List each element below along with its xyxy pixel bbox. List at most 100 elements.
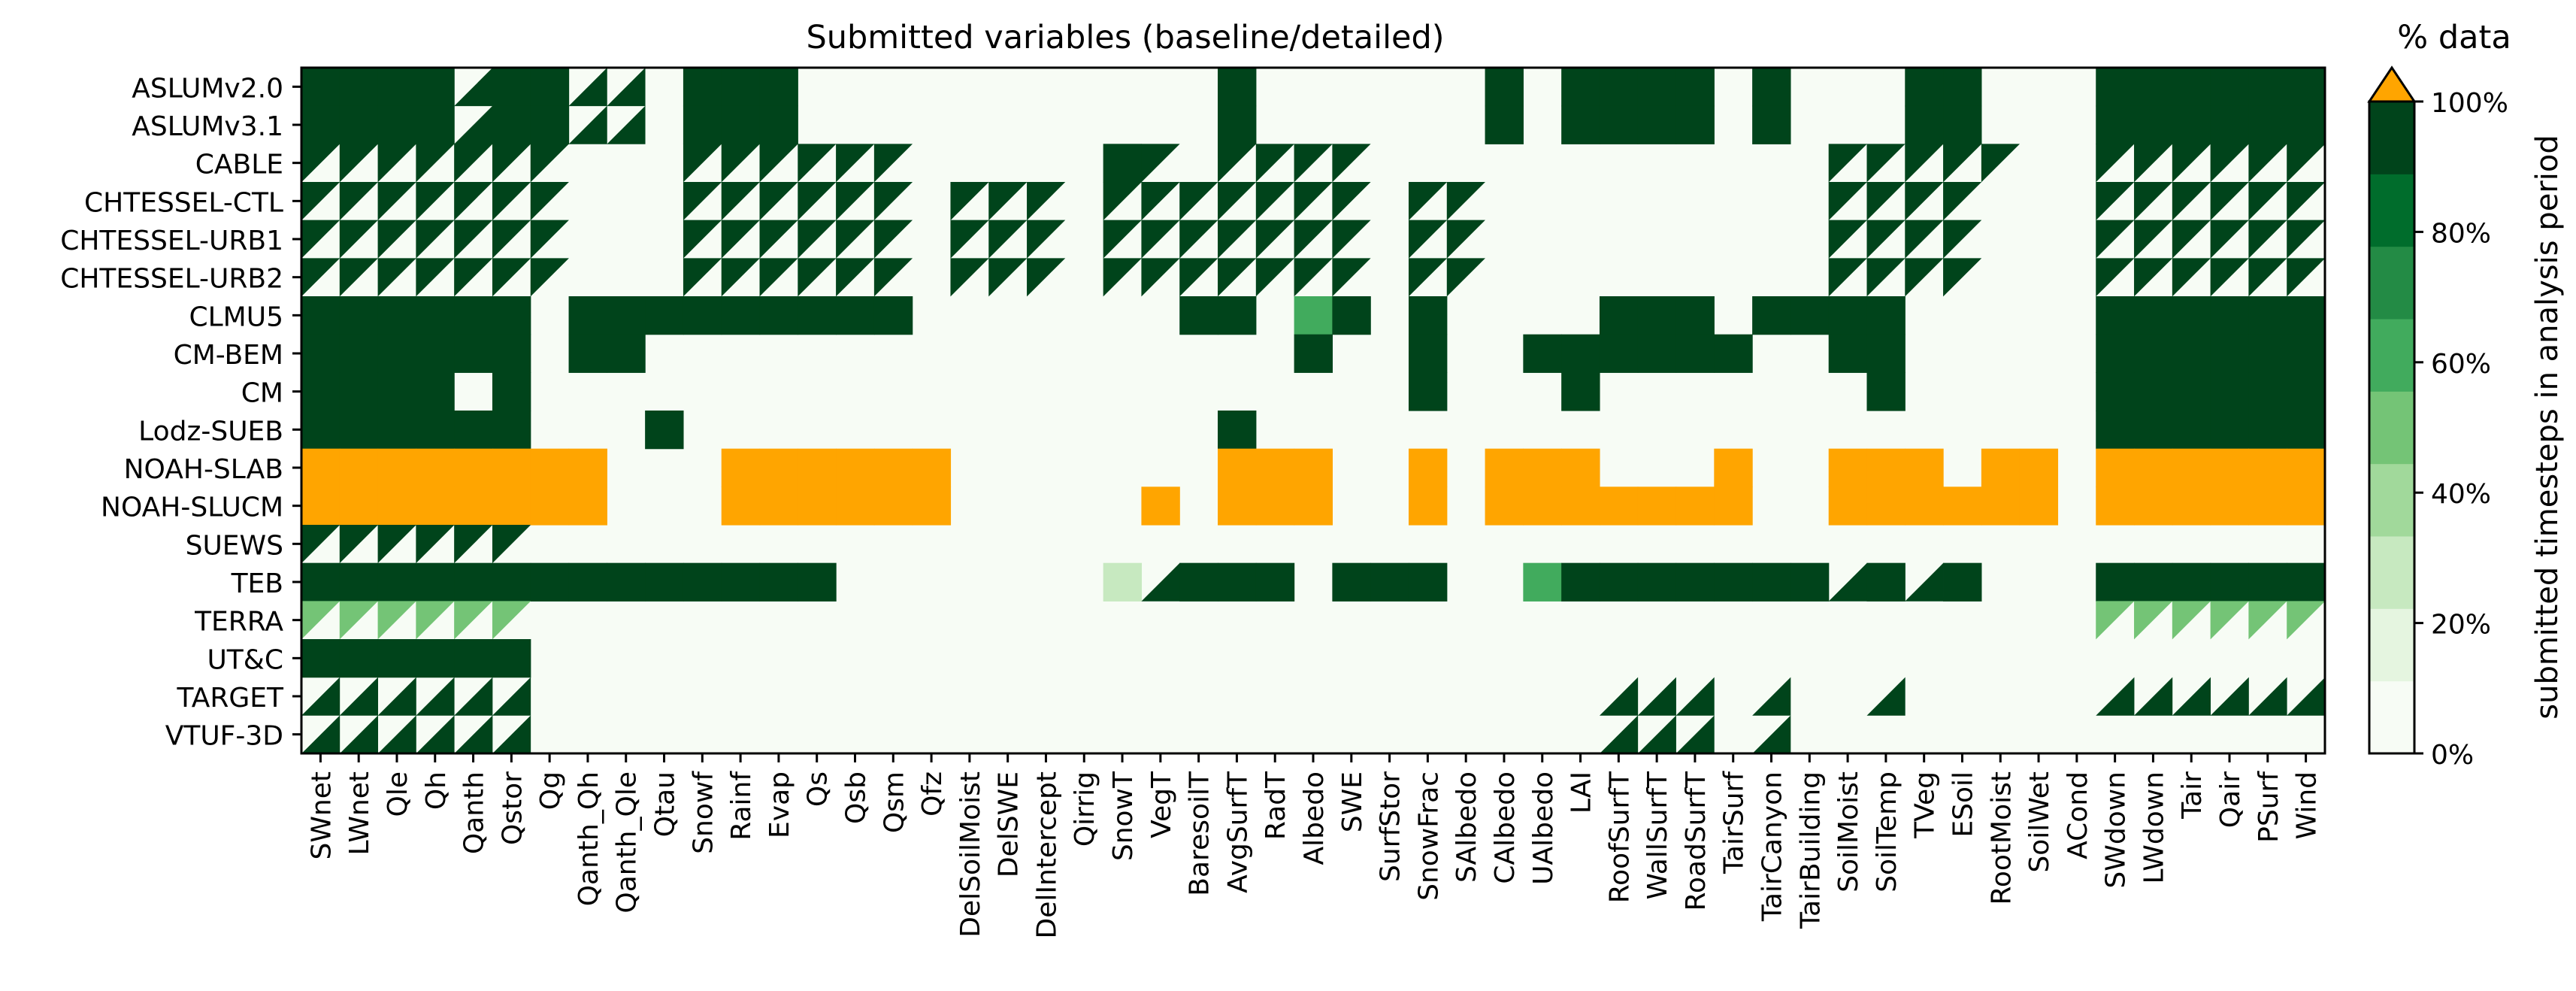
cell-cable-lwdown (2134, 144, 2173, 183)
cell-aslumv2-0-calbedo (1485, 68, 1524, 107)
x-tick-label: SWnet (306, 771, 337, 860)
cell-aslumv2-0-qh (416, 68, 455, 107)
cell-suews-qle (377, 525, 416, 564)
cell-chtessel-ctl-qstor (492, 182, 531, 221)
cell-teb-surfstor (1370, 562, 1409, 602)
cell-cable-vegt (1141, 144, 1180, 183)
cell-noah-slab-qle (377, 448, 416, 487)
cell-aslumv3-1-qstor (492, 105, 531, 144)
cell-lodz-sueb-swdown (2096, 411, 2135, 450)
cell-aslumv3-1-avgsurft (1218, 105, 1257, 144)
cell-clmu5-qsb (836, 296, 875, 335)
colorbar-ticks: 0% 20% 40% 60% 80% 100% (2414, 88, 2508, 771)
cell-cable-soilmoist (1828, 144, 1867, 183)
cell-terra-psurf (2248, 601, 2287, 640)
cell-aslumv2-0-swnet (301, 68, 341, 107)
cell-terra-qh (416, 601, 455, 640)
cell-vtuf-3d-lwnet (339, 715, 378, 754)
cell-chtessel-urb2-qs (798, 258, 837, 297)
cell-clmu5-qanth-qle (607, 296, 646, 335)
cell-teb-qh (416, 562, 455, 602)
cell-chtessel-urb2-delswe (988, 258, 1028, 297)
y-tick-label: ASLUMv3.1 (132, 111, 283, 142)
cell-teb-rainf (721, 562, 761, 602)
cell-teb-qs (798, 562, 837, 602)
cell-noah-slab-avgsurft (1218, 448, 1257, 487)
cell-aslumv3-1-taircanyon (1752, 105, 1791, 144)
x-tick-label: TairCanyon (1757, 771, 1788, 922)
cell-cm-bem-lwnet (339, 334, 379, 373)
cell-noah-slucm-lai (1561, 486, 1600, 526)
cell-target-taircanyon (1752, 677, 1791, 716)
cell-chtessel-urb2-snowt (1103, 258, 1142, 297)
cell-noah-slucm-soilmoist (1828, 486, 1868, 526)
x-tick-label: TairBuilding (1795, 771, 1826, 929)
cell-target-swdown (2096, 677, 2135, 716)
y-axis: ASLUMv2.0 ASLUMv3.1 CABLE CHTESSEL-CTL CHTES… (60, 73, 301, 752)
cell-teb-snowfrac (1408, 562, 1448, 602)
cell-clmu5-qstor (492, 296, 531, 335)
cell-teb-soiltemp (1866, 562, 1906, 602)
cell-teb-wind (2287, 562, 2326, 602)
cell-aslumv3-1-lwdown (2134, 105, 2173, 144)
cell-cable-radt (1255, 144, 1295, 183)
cell-cm-bem-lwdown (2134, 334, 2173, 373)
cell-chtessel-ctl-soiltemp (1866, 182, 1906, 221)
cell-vtuf-3d-qh (416, 715, 455, 754)
cell-clmu5-taircanyon (1752, 296, 1791, 335)
cell-chtessel-urb2-delsoilmoist (950, 258, 989, 297)
cell-noah-slucm-qg (530, 486, 570, 526)
x-tick-label: Qfz (917, 771, 948, 817)
cell-ut-c-swnet (301, 639, 341, 678)
cell-chtessel-urb2-qsb (836, 258, 875, 297)
cell-noah-slucm-tairsurf (1714, 486, 1753, 526)
cell-cable-qair (2210, 144, 2249, 183)
cell-chtessel-urb2-snowf (683, 258, 722, 297)
cell-chtessel-urb1-vegt (1141, 220, 1180, 259)
x-tick-label: Rainf (726, 771, 757, 841)
cell-chtessel-urb2-evap (759, 258, 798, 297)
y-tick-label: CLMU5 (189, 302, 283, 332)
cell-cm-lwdown (2134, 372, 2173, 411)
colorbar-tick-label: 20% (2431, 610, 2491, 641)
cell-noah-slab-soilmoist (1828, 448, 1868, 487)
cell-chtessel-ctl-qanth (454, 182, 493, 221)
colorbar-level (2369, 391, 2414, 465)
x-tick-label: Qtau (650, 771, 681, 837)
cell-teb-qanth-qh (568, 562, 607, 602)
cell-lodz-sueb-qstor (492, 411, 531, 450)
x-tick-label: SoilMoist (1833, 771, 1864, 893)
cell-terra-qanth (454, 601, 493, 640)
x-tick-label: SWdown (2101, 771, 2132, 889)
cell-cm-qair (2210, 372, 2250, 411)
cell-cm-bem-soiltemp (1866, 334, 1906, 373)
cell-chtessel-urb1-baresoilt (1179, 220, 1218, 259)
cell-aslumv3-1-qh (416, 105, 455, 144)
cell-noah-slab-swdown (2096, 448, 2135, 487)
cell-cm-lai (1561, 372, 1600, 411)
cell-cm-swdown (2096, 372, 2135, 411)
cell-noah-slab-qsb (836, 448, 875, 487)
cell-chtessel-urb1-qstor (492, 220, 531, 259)
cell-noah-slucm-ualbedo (1523, 486, 1562, 526)
cell-chtessel-urb2-vegt (1141, 258, 1180, 297)
cell-chtessel-urb1-swnet (301, 220, 341, 259)
cell-cm-psurf (2248, 372, 2287, 411)
cell-cm-bem-qle (377, 334, 416, 373)
cell-aslumv3-1-roofsurft (1599, 105, 1639, 144)
x-tick-label: RoadSurfT (1681, 771, 1712, 911)
cell-clmu5-qsm (873, 296, 913, 335)
cell-clmu5-psurf (2248, 296, 2287, 335)
x-tick-label: CAlbedo (1490, 771, 1521, 884)
cell-chtessel-urb1-qg (530, 220, 569, 259)
cell-noah-slab-qsm (873, 448, 913, 487)
cell-chtessel-ctl-swdown (2096, 182, 2135, 221)
cell-cable-lwnet (339, 144, 378, 183)
cell-noah-slab-qs (798, 448, 837, 487)
cell-target-lwdown (2134, 677, 2173, 716)
cell-noah-slab-qair (2210, 448, 2250, 487)
colorbar-tick-label: 40% (2431, 479, 2491, 510)
x-tick-label: Qirrig (1070, 771, 1100, 847)
cell-cable-tveg (1905, 144, 1944, 183)
